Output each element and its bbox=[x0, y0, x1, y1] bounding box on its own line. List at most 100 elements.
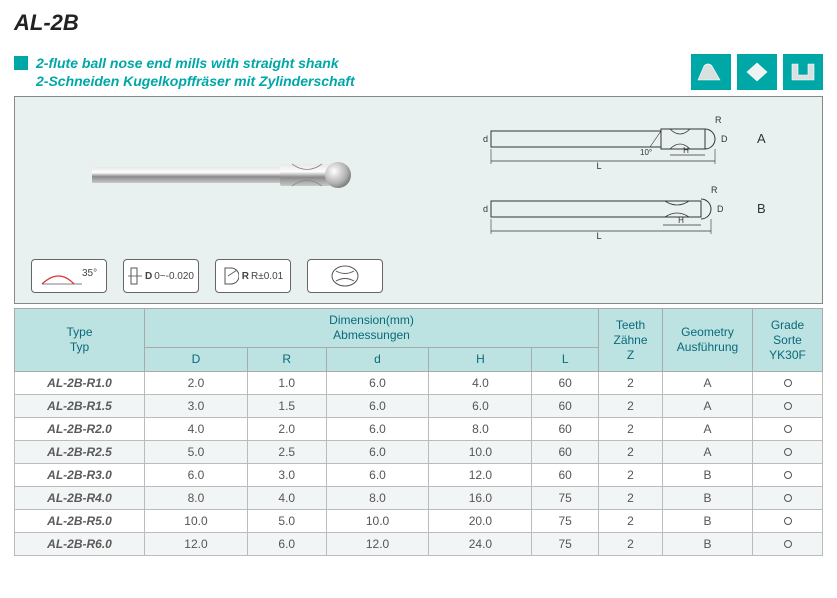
cell-R: 6.0 bbox=[247, 533, 326, 556]
cell-R: 5.0 bbox=[247, 510, 326, 533]
cell-grade bbox=[753, 510, 823, 533]
svg-text:D: D bbox=[717, 204, 724, 214]
cell-L: 75 bbox=[532, 510, 599, 533]
cell-Z: 2 bbox=[599, 395, 663, 418]
cell-d: 8.0 bbox=[326, 487, 429, 510]
svg-text:35°: 35° bbox=[82, 268, 97, 279]
cell-D: 8.0 bbox=[145, 487, 248, 510]
svg-text:H: H bbox=[683, 146, 689, 155]
cell-D: 10.0 bbox=[145, 510, 248, 533]
d-tol-value: 0~-0.020 bbox=[154, 271, 194, 282]
cell-H: 4.0 bbox=[429, 372, 532, 395]
cell-geo: B bbox=[663, 510, 753, 533]
product-title: AL-2B bbox=[14, 10, 823, 36]
cell-grade bbox=[753, 418, 823, 441]
th-dimension: Dimension(mm)Abmessungen bbox=[145, 309, 599, 348]
table-row: AL-2B-R1.02.01.06.04.0602A bbox=[15, 372, 823, 395]
cell-d: 10.0 bbox=[326, 510, 429, 533]
cell-type: AL-2B-R1.0 bbox=[15, 372, 145, 395]
th-grade: GradeSorteYK30F bbox=[753, 309, 823, 372]
cell-D: 2.0 bbox=[145, 372, 248, 395]
spec-badges: 35° D 0~-0.020 R R±0.01 bbox=[25, 255, 812, 297]
cell-D: 12.0 bbox=[145, 533, 248, 556]
cell-geo: A bbox=[663, 418, 753, 441]
cell-R: 1.0 bbox=[247, 372, 326, 395]
cell-H: 16.0 bbox=[429, 487, 532, 510]
subtitle-text: 2-flute ball nose end mills with straigh… bbox=[36, 54, 355, 90]
cell-L: 60 bbox=[532, 372, 599, 395]
cell-type: AL-2B-R3.0 bbox=[15, 464, 145, 487]
cell-D: 5.0 bbox=[145, 441, 248, 464]
th-geometry: GeometryAusführung bbox=[663, 309, 753, 372]
schematic-a: L H d D R 10° A bbox=[475, 109, 755, 169]
th-teeth: TeethZähneZ bbox=[599, 309, 663, 372]
cell-R: 1.5 bbox=[247, 395, 326, 418]
cell-geo: A bbox=[663, 372, 753, 395]
accent-square bbox=[14, 56, 28, 70]
table-row: AL-2B-R5.010.05.010.020.0752B bbox=[15, 510, 823, 533]
table-row: AL-2B-R2.55.02.56.010.0602A bbox=[15, 441, 823, 464]
cell-Z: 2 bbox=[599, 464, 663, 487]
th-R: R bbox=[247, 348, 326, 372]
svg-text:d: d bbox=[483, 134, 488, 144]
table-row: AL-2B-R4.08.04.08.016.0752B bbox=[15, 487, 823, 510]
subtitle-left: 2-flute ball nose end mills with straigh… bbox=[14, 54, 355, 90]
cell-H: 6.0 bbox=[429, 395, 532, 418]
cell-d: 6.0 bbox=[326, 464, 429, 487]
label-L: L bbox=[597, 161, 602, 171]
cell-H: 24.0 bbox=[429, 533, 532, 556]
diamond-icon bbox=[737, 54, 777, 90]
cell-d: 6.0 bbox=[326, 441, 429, 464]
diagram-panel: L H d D R 10° A bbox=[14, 96, 823, 304]
th-d: d bbox=[326, 348, 429, 372]
cell-type: AL-2B-R6.0 bbox=[15, 533, 145, 556]
cell-H: 20.0 bbox=[429, 510, 532, 533]
cell-type: AL-2B-R1.5 bbox=[15, 395, 145, 418]
cell-L: 75 bbox=[532, 487, 599, 510]
cell-d: 6.0 bbox=[326, 395, 429, 418]
spec-table: TypeTyp Dimension(mm)Abmessungen TeethZä… bbox=[14, 308, 823, 556]
variant-b-label: B bbox=[757, 201, 766, 216]
tool-photo bbox=[82, 149, 362, 199]
th-D: D bbox=[145, 348, 248, 372]
slot-icon bbox=[783, 54, 823, 90]
cell-R: 2.5 bbox=[247, 441, 326, 464]
cell-D: 6.0 bbox=[145, 464, 248, 487]
schematic-b: L H d D R B bbox=[475, 179, 755, 239]
diagram-row: L H d D R 10° A bbox=[25, 109, 812, 239]
cell-L: 60 bbox=[532, 464, 599, 487]
cell-grade bbox=[753, 487, 823, 510]
cell-d: 6.0 bbox=[326, 372, 429, 395]
cell-Z: 2 bbox=[599, 487, 663, 510]
cell-H: 10.0 bbox=[429, 441, 532, 464]
cell-grade bbox=[753, 372, 823, 395]
flute-icon-badge bbox=[307, 259, 383, 293]
helix-angle-badge: 35° bbox=[31, 259, 107, 293]
cell-geo: B bbox=[663, 533, 753, 556]
cell-grade bbox=[753, 441, 823, 464]
schematic-column: L H d D R 10° A bbox=[475, 109, 755, 239]
table-body: AL-2B-R1.02.01.06.04.0602AAL-2B-R1.53.01… bbox=[15, 372, 823, 556]
cell-geo: B bbox=[663, 464, 753, 487]
cell-H: 8.0 bbox=[429, 418, 532, 441]
variant-a-label: A bbox=[757, 131, 766, 146]
cell-grade bbox=[753, 533, 823, 556]
cell-R: 2.0 bbox=[247, 418, 326, 441]
cell-R: 4.0 bbox=[247, 487, 326, 510]
cell-Z: 2 bbox=[599, 441, 663, 464]
cell-Z: 2 bbox=[599, 533, 663, 556]
table-row: AL-2B-R2.04.02.06.08.0602A bbox=[15, 418, 823, 441]
cell-type: AL-2B-R4.0 bbox=[15, 487, 145, 510]
cell-type: AL-2B-R2.5 bbox=[15, 441, 145, 464]
cell-Z: 2 bbox=[599, 510, 663, 533]
cell-D: 3.0 bbox=[145, 395, 248, 418]
application-icons bbox=[691, 54, 823, 90]
svg-text:L: L bbox=[597, 231, 602, 241]
svg-text:R: R bbox=[715, 115, 722, 125]
subtitle-de: 2-Schneiden Kugelkopffräser mit Zylinder… bbox=[36, 72, 355, 90]
table-row: AL-2B-R1.53.01.56.06.0602A bbox=[15, 395, 823, 418]
cell-type: AL-2B-R2.0 bbox=[15, 418, 145, 441]
svg-text:D: D bbox=[721, 134, 728, 144]
th-L: L bbox=[532, 348, 599, 372]
th-type: TypeTyp bbox=[15, 309, 145, 372]
